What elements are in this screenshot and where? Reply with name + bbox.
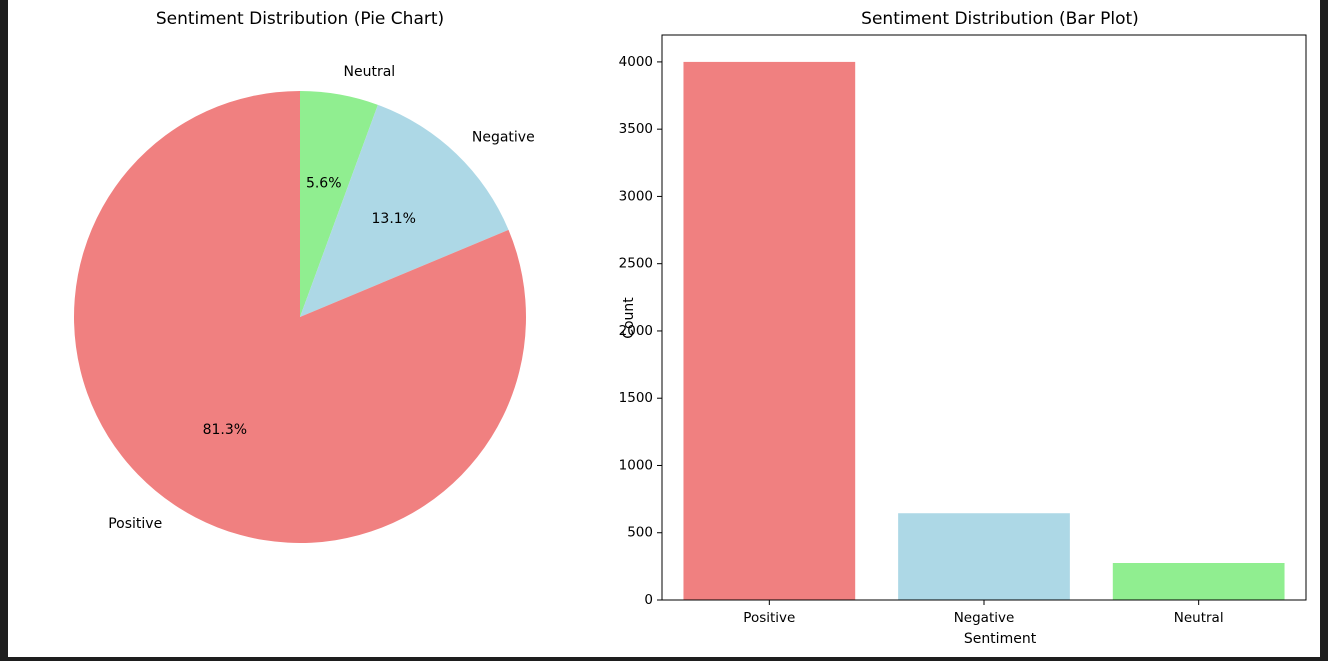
pie-chart: Sentiment Distribution (Pie Chart) 5.6% N… [73, 9, 535, 543]
bar-x-axis-label: Sentiment [964, 631, 1037, 647]
pie-category-label-negative: Negative [472, 129, 535, 145]
bar-y-tick-label: 2500 [619, 256, 653, 272]
pie-percent-label-positive: 81.3% [203, 422, 247, 438]
pie-percent-label-neutral: 5.6% [306, 175, 342, 191]
pie-slice-neutral [300, 91, 378, 317]
pie-slice-positive [73, 91, 526, 543]
pie-slice-negative [300, 104, 509, 317]
bar-x-tick-label: Positive [743, 610, 795, 626]
bar-negative [898, 513, 1070, 600]
pie-category-label-neutral: Neutral [344, 64, 396, 80]
bar-positive [683, 61, 856, 600]
bar-y-tick-label: 500 [627, 525, 653, 541]
figure-canvas: Sentiment Distribution (Pie Chart) 5.6% N… [73, 9, 1307, 647]
bar-y-tick-label: 4000 [619, 54, 653, 70]
bar-y-tick-label: 2000 [619, 323, 653, 339]
bar-y-axis-label: Count [621, 297, 637, 339]
bar-y-tick-label: 1500 [619, 390, 653, 406]
pie-chart-title: Sentiment Distribution (Pie Chart) [156, 9, 444, 29]
bar-y-tick-label: 3500 [619, 121, 653, 137]
bar-axes-frame [661, 34, 1307, 601]
bar-x-tick-label: Negative [954, 610, 1015, 626]
bar-y-tick-label: 1000 [619, 457, 653, 473]
pie-percent-label-negative: 13.1% [372, 211, 416, 227]
pie-category-label-positive: Positive [108, 516, 162, 532]
bar-x-tick-label: Neutral [1174, 610, 1224, 626]
bar-chart-title: Sentiment Distribution (Bar Plot) [861, 9, 1139, 29]
bar-y-tick-label: 3000 [619, 188, 653, 204]
figure: Sentiment Distribution (Pie Chart) 5.6% N… [8, 0, 1320, 657]
bar-y-tick-label: 0 [644, 592, 653, 608]
bar-chart: Sentiment Distribution (Bar Plot) Sentim… [619, 9, 1307, 647]
bar-neutral [1112, 563, 1285, 600]
